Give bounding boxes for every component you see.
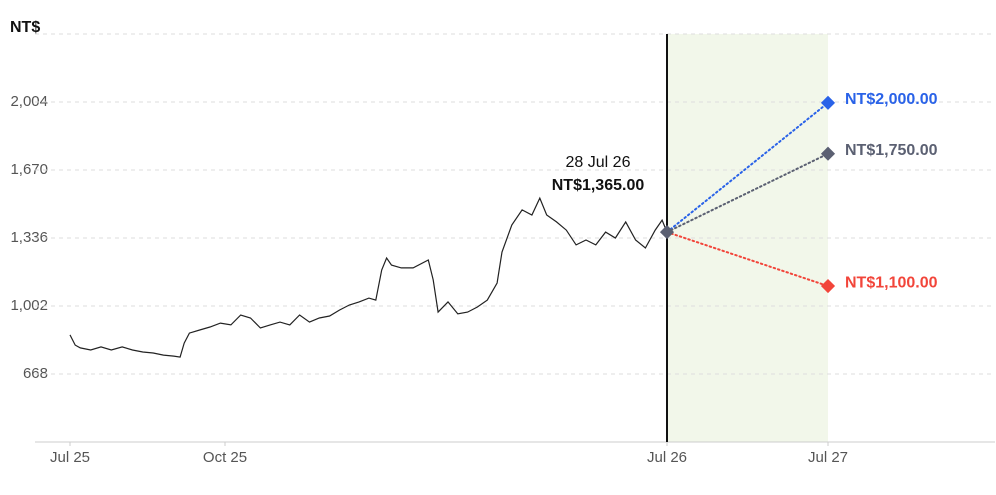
y-tick-label: 2,004 (10, 93, 48, 110)
y-tick-label: 1,002 (10, 297, 48, 314)
y-axis-label: NT$ (10, 19, 40, 36)
x-tick-label: Jul 25 (50, 449, 90, 466)
target-label: NT$2,000.00 (845, 91, 938, 108)
target-line (666, 101, 829, 234)
annotation-price: NT$1,365.00 (552, 177, 645, 194)
annotation-date: 28 Jul 26 (566, 154, 631, 171)
target-line (666, 231, 829, 288)
target-label: NT$1,750.00 (845, 142, 938, 159)
y-tick-label: 668 (23, 365, 48, 382)
target-marker (820, 95, 836, 110)
y-tick-label: 1,336 (10, 229, 48, 246)
x-tick-label: Jul 26 (647, 449, 687, 466)
x-tick-label: Oct 25 (203, 449, 247, 466)
price-line (69, 196, 668, 358)
x-tick-label: Jul 27 (808, 449, 848, 466)
target-line (666, 152, 829, 234)
target-marker (820, 278, 836, 294)
target-label: NT$1,100.00 (845, 274, 938, 291)
y-tick-label: 1,670 (10, 161, 48, 178)
target-marker (820, 146, 836, 161)
current-marker (659, 225, 675, 240)
